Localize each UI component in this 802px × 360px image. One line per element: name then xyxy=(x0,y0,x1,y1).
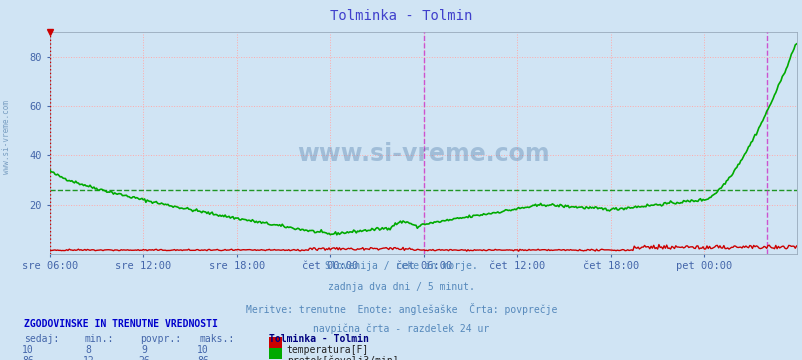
Text: www.si-vreme.com: www.si-vreme.com xyxy=(297,142,549,166)
Text: www.si-vreme.com: www.si-vreme.com xyxy=(2,100,11,174)
Text: 86: 86 xyxy=(197,356,209,360)
Text: min.:: min.: xyxy=(84,334,114,344)
Text: 12: 12 xyxy=(83,356,94,360)
Text: 86: 86 xyxy=(22,356,34,360)
Text: Tolminka - Tolmin: Tolminka - Tolmin xyxy=(330,9,472,23)
Text: 10: 10 xyxy=(197,345,209,355)
Text: Meritve: trenutne  Enote: anglešaške  Črta: povprečje: Meritve: trenutne Enote: anglešaške Črta… xyxy=(245,303,557,315)
Text: povpr.:: povpr.: xyxy=(140,334,181,344)
Text: Slovenija / reke in morje.: Slovenija / reke in morje. xyxy=(325,261,477,271)
Text: 9: 9 xyxy=(141,345,148,355)
Text: pretok[čevelj3/min]: pretok[čevelj3/min] xyxy=(286,356,398,360)
Text: zadnja dva dni / 5 minut.: zadnja dva dni / 5 minut. xyxy=(328,282,474,292)
Text: 8: 8 xyxy=(85,345,91,355)
Text: navpična črta - razdelek 24 ur: navpična črta - razdelek 24 ur xyxy=(313,324,489,334)
Text: maks.:: maks.: xyxy=(199,334,234,344)
Text: ZGODOVINSKE IN TRENUTNE VREDNOSTI: ZGODOVINSKE IN TRENUTNE VREDNOSTI xyxy=(24,319,217,329)
Text: temperatura[F]: temperatura[F] xyxy=(286,345,368,355)
Text: 10: 10 xyxy=(22,345,34,355)
Text: sedaj:: sedaj: xyxy=(24,334,59,344)
Text: Tolminka - Tolmin: Tolminka - Tolmin xyxy=(269,334,368,344)
Text: 26: 26 xyxy=(139,356,150,360)
